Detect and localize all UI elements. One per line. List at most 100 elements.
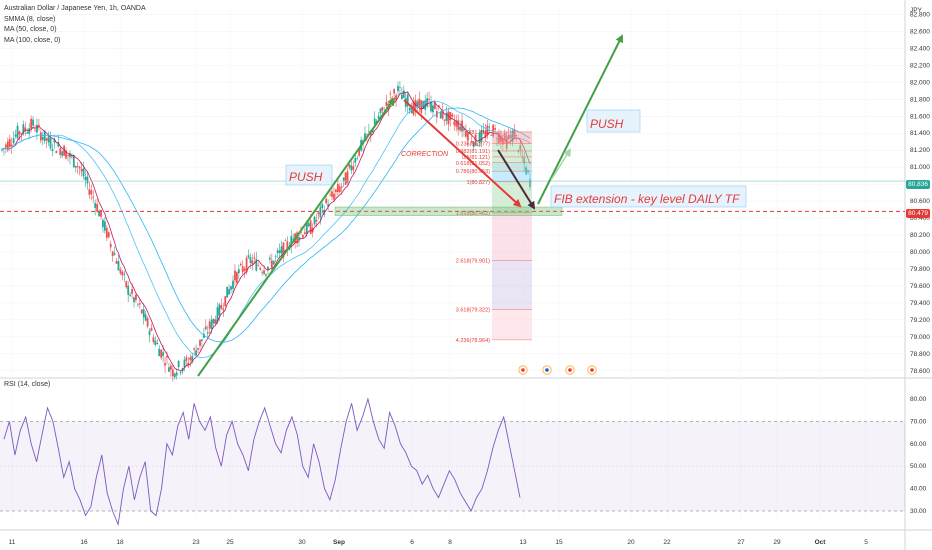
- candle-body: [168, 367, 170, 372]
- candle-body: [447, 111, 450, 125]
- candle-body: [94, 203, 97, 208]
- candle-body: [109, 243, 112, 248]
- candle-body: [292, 238, 295, 240]
- chart-legend: Australian Dollar / Japanese Yen, 1h, OA…: [4, 4, 146, 46]
- candle-body: [466, 133, 469, 141]
- price-tick-label: 80.000: [910, 249, 930, 256]
- candle-body: [482, 130, 485, 133]
- fib-level-label: 4.236(78.964): [456, 338, 490, 344]
- candle-body: [511, 130, 514, 142]
- support-zone: [334, 206, 563, 216]
- candle-body: [422, 101, 425, 110]
- candle-body: [154, 340, 157, 345]
- price-tick-label: 80.600: [910, 198, 930, 205]
- price-tick-label: 78.600: [910, 368, 930, 375]
- fib-level-label: 1.618(80.462): [456, 211, 490, 217]
- candle-body: [420, 100, 423, 113]
- candle-body: [501, 138, 504, 145]
- candle-body: [410, 108, 413, 114]
- candle-body: [117, 261, 120, 271]
- time-tick-label: 16: [80, 539, 88, 546]
- fib-extension-label: FIB extension - key level DAILY TF: [554, 192, 740, 206]
- currency-label: JPY: [910, 7, 923, 14]
- level-price-tag: 80.479: [906, 209, 930, 218]
- push-label-1: PUSH: [289, 170, 323, 184]
- price-tick-label: 82.800: [910, 11, 930, 18]
- candle-body: [321, 204, 324, 208]
- candle-body: [123, 273, 126, 275]
- candle-body: [430, 101, 432, 112]
- correction-arrow: [403, 99, 522, 208]
- fib-zone: [492, 171, 532, 182]
- candle-body: [20, 133, 23, 134]
- fib-level-label: 3.618(79.322): [456, 308, 490, 314]
- time-tick-label: 5: [864, 539, 868, 546]
- candle-body: [177, 360, 180, 368]
- price-tick-label: 79.200: [910, 317, 930, 324]
- candle-body: [453, 121, 456, 126]
- rsi-tick-label: 80.00: [910, 396, 927, 403]
- candle-body: [193, 348, 196, 350]
- candle-body: [51, 149, 54, 152]
- rsi-tick-label: 70.00: [910, 418, 927, 425]
- fib-level-label: 0.786(80.953): [456, 169, 490, 175]
- candle-body: [164, 363, 166, 366]
- candle-body: [336, 184, 339, 192]
- candle-body: [366, 134, 368, 135]
- rsi-tick-label: 60.00: [910, 441, 927, 448]
- candle-body: [309, 220, 312, 234]
- candle-body: [65, 150, 67, 159]
- price-tick-label: 81.600: [910, 113, 930, 120]
- price-tick-label: 81.400: [910, 130, 930, 137]
- candle-body: [181, 368, 184, 372]
- candle-body: [509, 135, 512, 139]
- candle-body: [212, 318, 215, 324]
- candle-body: [280, 246, 283, 254]
- smma-line: [1, 91, 531, 372]
- candle-body: [74, 165, 77, 168]
- candle-body: [144, 314, 147, 321]
- time-tick-label: 25: [226, 539, 234, 546]
- candle-body: [334, 189, 337, 193]
- candle-body: [78, 166, 81, 169]
- candle-body: [195, 350, 198, 356]
- price-tick-label: 81.800: [910, 96, 930, 103]
- candle-body: [148, 330, 151, 336]
- price-tick-label: 82.200: [910, 62, 930, 69]
- candle-body: [53, 139, 56, 143]
- candle-body: [418, 98, 421, 108]
- candle-body: [300, 232, 302, 233]
- ma100-indicator-label[interactable]: MA (100, close, 0): [4, 36, 61, 44]
- candle-body: [201, 339, 203, 341]
- candle-body: [113, 253, 116, 255]
- event-icon: [565, 365, 575, 375]
- time-tick-label: 27: [737, 539, 745, 546]
- candle-body: [39, 132, 42, 141]
- fib-level-label: 0.236(81.277): [456, 142, 490, 148]
- candle-body: [166, 355, 168, 358]
- candle-body: [439, 111, 442, 119]
- smma-indicator-label[interactable]: SMMA (8, close): [4, 15, 56, 23]
- candle-body: [261, 271, 264, 273]
- ma100-line: [1, 107, 531, 343]
- candle-body: [529, 179, 531, 188]
- ma50-indicator-label[interactable]: MA (50, close, 0): [4, 26, 57, 33]
- fib-zone: [492, 260, 532, 310]
- candle-body: [235, 272, 238, 283]
- candle-body: [152, 337, 155, 343]
- candle-body: [325, 198, 328, 204]
- candle-body: [399, 87, 401, 88]
- candle-body: [319, 207, 322, 218]
- candle-body: [138, 303, 141, 305]
- rsi-legend[interactable]: RSI (14, close): [4, 381, 51, 388]
- candle-body: [179, 371, 182, 373]
- candle-body: [92, 196, 95, 198]
- candle-body: [259, 267, 262, 270]
- candle-body: [443, 119, 446, 121]
- projection-arrow: [497, 149, 536, 210]
- candle-body: [136, 303, 139, 305]
- fib-zone: [492, 150, 532, 157]
- candle-body: [307, 222, 310, 227]
- candle-body: [397, 85, 399, 92]
- fib-level-label: 0.382(81.191): [456, 149, 490, 155]
